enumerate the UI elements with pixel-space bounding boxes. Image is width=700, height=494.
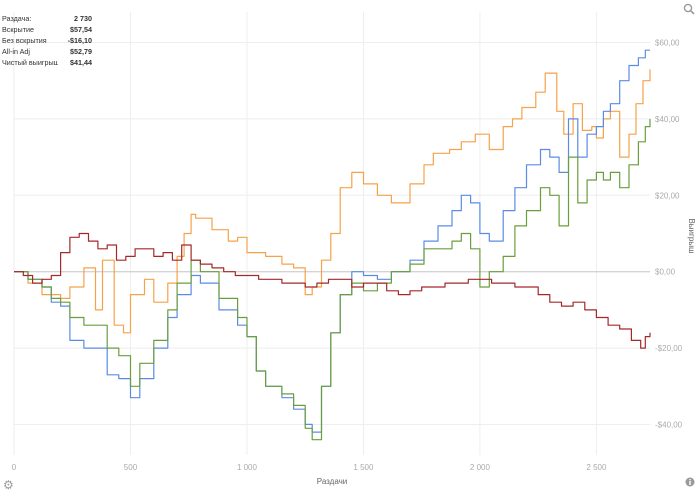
y-tick-label: $0,00 xyxy=(655,268,676,277)
stat-value: $41,44 xyxy=(70,58,92,67)
x-axis-title: Раздачи xyxy=(317,477,348,486)
y-tick-label: $40,00 xyxy=(655,115,680,124)
stat-label: All-in Adj xyxy=(2,47,30,56)
series-line xyxy=(14,118,651,441)
stat-value: $52,79 xyxy=(70,47,92,56)
stat-row: Без вскрытия -$16,10 xyxy=(2,35,92,46)
stat-value: 2 730 xyxy=(74,14,92,23)
y-tick-label: -$40,00 xyxy=(655,420,683,429)
stat-row: Раздача: 2 730 xyxy=(2,13,92,24)
y-tick-label: $20,00 xyxy=(655,191,680,200)
x-tick-label: 1 000 xyxy=(237,463,258,472)
series-layer xyxy=(14,49,651,441)
stat-value: -$16,10 xyxy=(67,36,92,45)
x-tick-label: 0 xyxy=(12,463,17,472)
x-tick-label: 2 500 xyxy=(586,463,607,472)
ticks-layer: $60,00 $40,00 $20,00 $0,00 -$20,00 -$40,00 0 50… xyxy=(12,39,683,472)
grid-layer xyxy=(13,12,650,455)
stat-value: $57,54 xyxy=(70,25,92,34)
y-tick-label: -$20,00 xyxy=(655,344,683,353)
x-tick-label: 1 500 xyxy=(353,463,374,472)
gear-icon[interactable]: ⚙ xyxy=(3,478,14,492)
stat-row: Чистый выигрыш $41,44 xyxy=(2,57,92,68)
stat-label: Раздача: xyxy=(2,14,32,23)
y-axis-title: Выигрыш xyxy=(687,218,696,253)
stat-label: Чистый выигрыш xyxy=(2,58,58,67)
series-line xyxy=(14,69,651,334)
stat-label: Вскрытие xyxy=(2,25,34,34)
series-line xyxy=(14,49,650,433)
stat-label: Без вскрытия xyxy=(2,36,47,45)
x-tick-label: 2 000 xyxy=(470,463,491,472)
info-icon[interactable] xyxy=(685,477,695,491)
magnifier-icon[interactable] xyxy=(683,3,695,17)
x-tick-label: 500 xyxy=(124,463,138,472)
stat-row: Вскрытие $57,54 xyxy=(2,24,92,35)
y-tick-label: $60,00 xyxy=(655,39,680,48)
stat-row: All-in Adj $52,79 xyxy=(2,46,92,57)
series-line xyxy=(14,232,651,349)
stats-panel: Раздача: 2 730 Вскрытие $57,54 Без вскрытия -… xyxy=(2,13,92,68)
